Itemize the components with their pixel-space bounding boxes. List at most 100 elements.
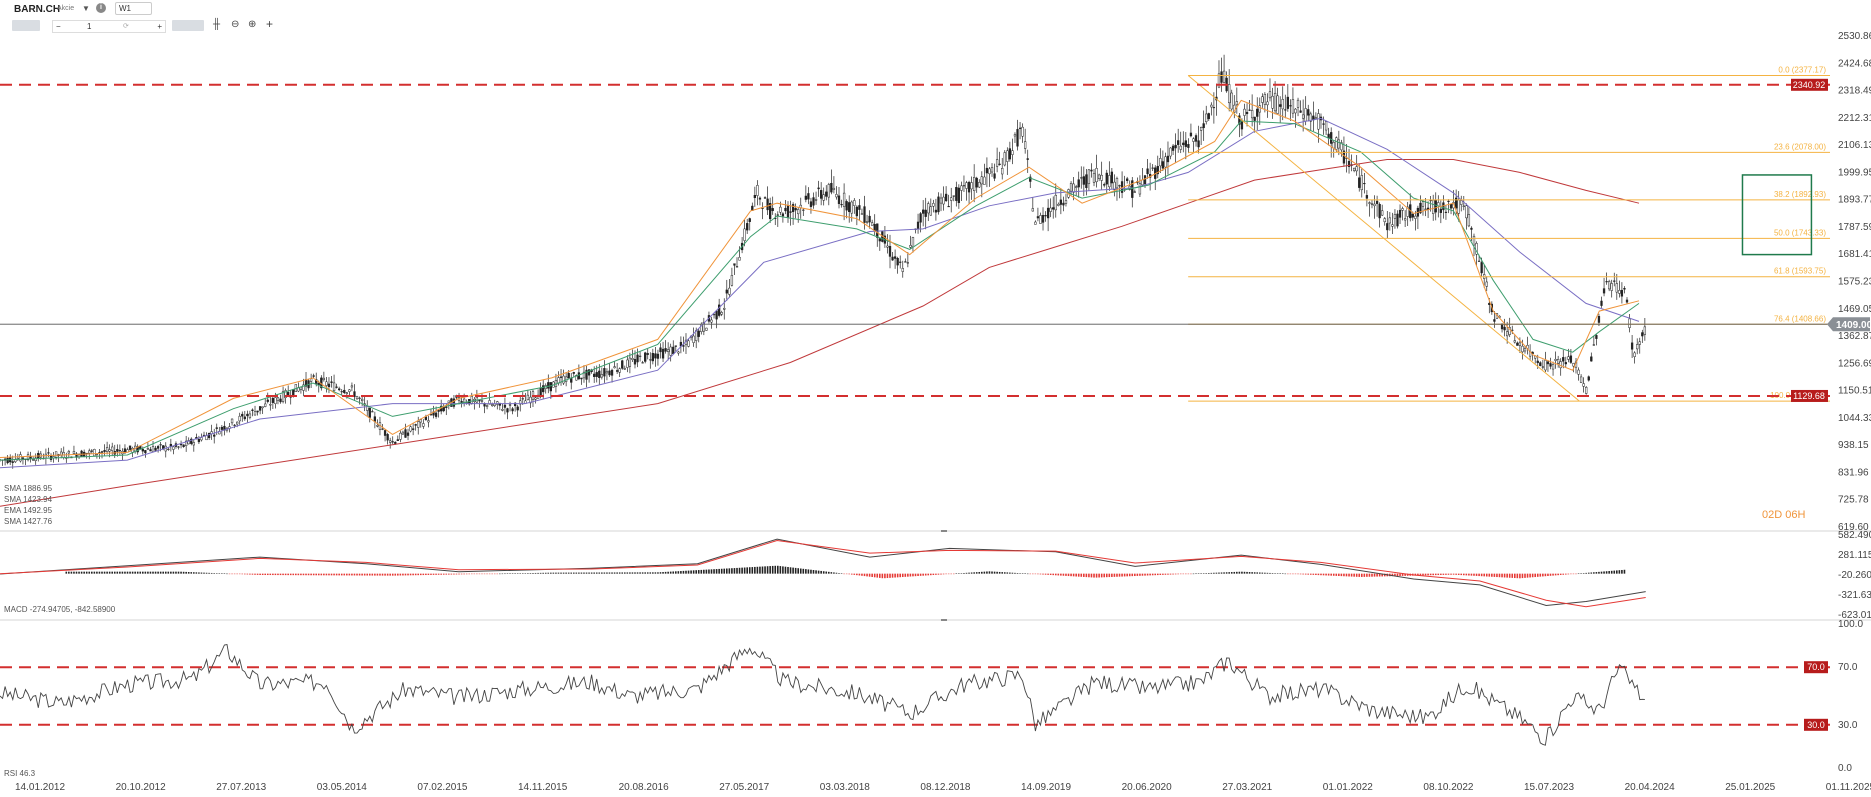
candle-body bbox=[88, 450, 91, 454]
macd-histogram-bar bbox=[335, 573, 338, 576]
quantity-stepper[interactable]: − 1 ⟳ + bbox=[52, 20, 166, 33]
macd-histogram-bar bbox=[1455, 573, 1457, 575]
macd-histogram-bar bbox=[1126, 573, 1128, 577]
candle-body bbox=[1036, 216, 1040, 219]
macd-histogram-bar bbox=[1179, 573, 1182, 575]
candle-body bbox=[769, 203, 772, 220]
macd-histogram-bar bbox=[261, 573, 264, 575]
macd-histogram-bar bbox=[1432, 573, 1434, 576]
candle-body bbox=[644, 352, 647, 362]
candle-body bbox=[822, 194, 825, 201]
macd-histogram-bar bbox=[866, 573, 868, 577]
candles-icon[interactable]: ╫ bbox=[213, 19, 221, 30]
sell-button[interactable] bbox=[12, 20, 40, 31]
candle-body bbox=[837, 195, 841, 204]
candle-body bbox=[878, 238, 881, 242]
macd-histogram-bar bbox=[1233, 571, 1236, 574]
macd-histogram-bar bbox=[1317, 573, 1320, 576]
candle-body bbox=[845, 201, 848, 211]
macd-histogram-bar bbox=[1513, 573, 1516, 579]
macd-histogram-bar bbox=[690, 570, 692, 574]
legend-ema[interactable]: EMA 1492.95 bbox=[4, 506, 53, 515]
quantity-plus[interactable]: + bbox=[157, 22, 162, 31]
candle-body bbox=[947, 206, 950, 208]
buy-button[interactable] bbox=[172, 20, 204, 31]
candle-body bbox=[335, 386, 338, 388]
macd-histogram-bar bbox=[205, 572, 208, 574]
crosshair-icon[interactable]: + bbox=[266, 17, 274, 31]
macd-histogram-bar bbox=[588, 572, 590, 574]
symbol-dropdown-icon[interactable]: ▼ bbox=[82, 4, 90, 13]
panel-resize-handle[interactable] bbox=[941, 530, 947, 532]
quantity-minus[interactable]: − bbox=[56, 22, 61, 31]
macd-histogram-bar bbox=[1241, 571, 1243, 574]
macd-histogram-bar bbox=[843, 573, 845, 575]
macd-histogram-bar bbox=[486, 573, 488, 575]
macd-histogram-bar bbox=[779, 566, 782, 574]
macd-histogram-bar bbox=[991, 571, 993, 574]
panel-resize-handle[interactable] bbox=[941, 619, 947, 621]
macd-histogram-bar bbox=[1098, 573, 1100, 578]
macd-histogram-bar bbox=[152, 571, 154, 574]
candle-body bbox=[677, 351, 680, 354]
timeframe-select[interactable]: W1 bbox=[115, 2, 152, 15]
signal-line bbox=[0, 539, 1646, 608]
candle-body bbox=[526, 394, 530, 401]
zoom-out-icon[interactable]: ⊖ bbox=[231, 19, 240, 30]
candle-body bbox=[248, 413, 252, 418]
candle-body bbox=[1590, 356, 1593, 362]
macd-panel[interactable] bbox=[0, 538, 1646, 608]
macd-histogram-bar bbox=[537, 572, 539, 574]
macd-histogram-bar bbox=[748, 567, 751, 574]
candle-body bbox=[1064, 200, 1068, 204]
macd-histogram-bar bbox=[1192, 573, 1195, 575]
candle-body bbox=[417, 421, 420, 428]
refresh-icon[interactable]: ⟳ bbox=[123, 23, 129, 30]
candle-body bbox=[338, 388, 341, 391]
quantity-value[interactable]: 1 bbox=[87, 22, 92, 31]
macd-histogram-bar bbox=[1123, 573, 1126, 577]
candle-body bbox=[141, 448, 144, 452]
candle-body bbox=[975, 177, 978, 188]
candle-body bbox=[593, 373, 596, 377]
candle-body bbox=[230, 418, 234, 424]
macd-histogram-bar bbox=[1373, 573, 1376, 577]
macd-histogram-bar bbox=[185, 571, 187, 574]
candle-body bbox=[1511, 329, 1514, 331]
candle-body bbox=[761, 207, 764, 209]
macd-histogram-bar bbox=[850, 573, 853, 575]
legend-sma-mid[interactable]: SMA 1423.94 bbox=[4, 495, 53, 504]
legend-sma-fast[interactable]: SMA 1427.76 bbox=[4, 517, 53, 526]
macd-histogram-bar bbox=[1544, 573, 1547, 577]
candle-body bbox=[116, 449, 119, 452]
candle-body bbox=[743, 228, 746, 241]
rsi-panel[interactable]: 70.0 30.0 bbox=[0, 643, 1830, 746]
x-tick-label: 27.05.2017 bbox=[719, 782, 769, 793]
candle-body bbox=[980, 176, 983, 185]
candle-body bbox=[1301, 114, 1305, 119]
candle-body bbox=[90, 450, 93, 452]
info-icon[interactable]: i bbox=[96, 3, 106, 13]
macd-histogram-bar bbox=[1488, 573, 1491, 577]
candle-body bbox=[49, 455, 53, 460]
macd-histogram-bar bbox=[1475, 573, 1478, 576]
legend-macd[interactable]: MACD -274.94705, -842.58900 bbox=[4, 605, 116, 614]
macd-histogram-bar bbox=[654, 572, 657, 574]
candle-body bbox=[1235, 101, 1238, 105]
macd-histogram-bar bbox=[177, 571, 180, 574]
symbol-title[interactable]: BARN.CH bbox=[14, 4, 61, 15]
legend-rsi[interactable]: RSI 46.3 bbox=[4, 769, 36, 778]
candle-body bbox=[1108, 175, 1111, 188]
macd-histogram-bar bbox=[810, 569, 812, 574]
zoom-in-icon[interactable]: ⊕ bbox=[248, 19, 257, 30]
legend-sma-long[interactable]: SMA 1886.95 bbox=[4, 484, 53, 493]
candle-body bbox=[424, 416, 428, 420]
macd-histogram-bar bbox=[715, 569, 718, 574]
price-panel[interactable]: 0.0 (2377.17) 23.6 (2078.00) 38.2 (1892.93… bbox=[0, 54, 1871, 507]
target-rectangle[interactable] bbox=[1741, 174, 1813, 256]
macd-histogram-bar bbox=[794, 567, 797, 574]
macd-histogram-bar bbox=[1363, 573, 1366, 577]
macd-histogram-bar bbox=[241, 573, 244, 575]
macd-histogram-bar bbox=[1437, 573, 1440, 576]
